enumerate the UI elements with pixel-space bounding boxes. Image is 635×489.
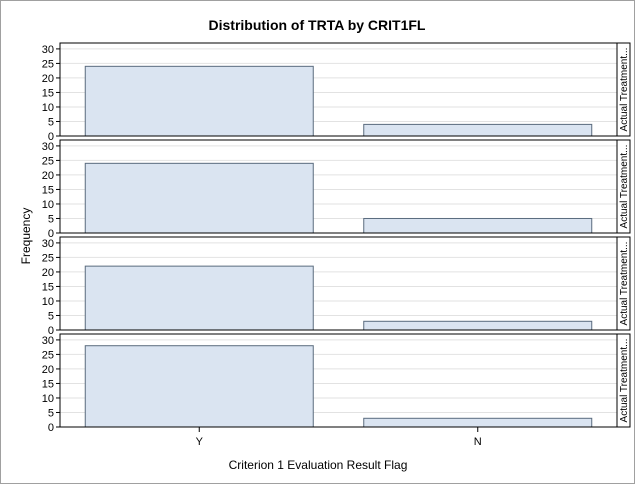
y-tick-label: 25 xyxy=(42,155,54,167)
y-tick-label: 15 xyxy=(42,87,54,99)
y-tick-label: 30 xyxy=(42,141,54,153)
y-tick-label: 5 xyxy=(48,213,54,225)
y-tick-label: 0 xyxy=(48,422,54,434)
bar-N xyxy=(363,320,593,331)
y-tick-label: 30 xyxy=(42,238,54,250)
panel-strip xyxy=(616,139,631,234)
y-tick-label: 15 xyxy=(42,378,54,390)
x-tick-label: N xyxy=(474,436,482,448)
panel-strip-label: Actual Treatment... xyxy=(619,48,630,132)
panel-strip xyxy=(616,42,631,137)
bar-Y xyxy=(84,162,314,234)
y-tick-label: 30 xyxy=(42,44,54,56)
y-tick-label: 25 xyxy=(42,58,54,70)
panel-4: Actual Treatment... 0 5 10 15 20 25 30 xyxy=(42,333,631,434)
y-tick-label: 10 xyxy=(42,296,54,308)
panel-3: Actual Treatment... 0 5 10 15 20 25 30 xyxy=(42,236,631,337)
y-tick-label: 5 xyxy=(48,116,54,128)
panel-strip-label: Actual Treatment... xyxy=(619,242,630,326)
y-tick-label: 10 xyxy=(42,102,54,114)
x-axis-label: Criterion 1 Evaluation Result Flag xyxy=(229,458,408,472)
y-tick-label: 20 xyxy=(42,73,54,85)
y-axis-label: Frequency xyxy=(19,208,33,265)
y-tick-label: 0 xyxy=(48,131,54,143)
chart-title: Distribution of TRTA by CRIT1FL xyxy=(209,17,426,33)
y-tick-label: 10 xyxy=(42,393,54,405)
panel-1: Actual Treatment... 0 5 10 15 20 25 30 xyxy=(42,42,631,143)
bar-N xyxy=(363,417,593,428)
y-tick-label: 15 xyxy=(42,184,54,196)
panel-2: Actual Treatment... 0 5 10 15 20 25 30 xyxy=(42,139,631,240)
bar-Y xyxy=(84,65,314,137)
panel-strip xyxy=(616,236,631,331)
y-tick-label: 20 xyxy=(42,170,54,182)
y-tick-label: 20 xyxy=(42,267,54,279)
bar-Y xyxy=(84,265,314,331)
y-tick-label: 25 xyxy=(42,252,54,264)
bar-N xyxy=(363,217,593,234)
x-tick-label: Y xyxy=(196,436,204,448)
y-tick-label: 10 xyxy=(42,199,54,211)
panel-strip-label: Actual Treatment... xyxy=(619,339,630,423)
panel-strip-label: Actual Treatment... xyxy=(619,145,630,229)
y-tick-label: 20 xyxy=(42,364,54,376)
y-tick-label: 25 xyxy=(42,349,54,361)
y-tick-label: 30 xyxy=(42,335,54,347)
bar-N xyxy=(363,123,593,137)
bar-Y xyxy=(84,345,314,428)
y-tick-label: 5 xyxy=(48,310,54,322)
y-tick-label: 0 xyxy=(48,325,54,337)
y-tick-label: 15 xyxy=(42,281,54,293)
y-tick-label: 5 xyxy=(48,407,54,419)
panel-strip xyxy=(616,333,631,428)
y-tick-label: 0 xyxy=(48,228,54,240)
